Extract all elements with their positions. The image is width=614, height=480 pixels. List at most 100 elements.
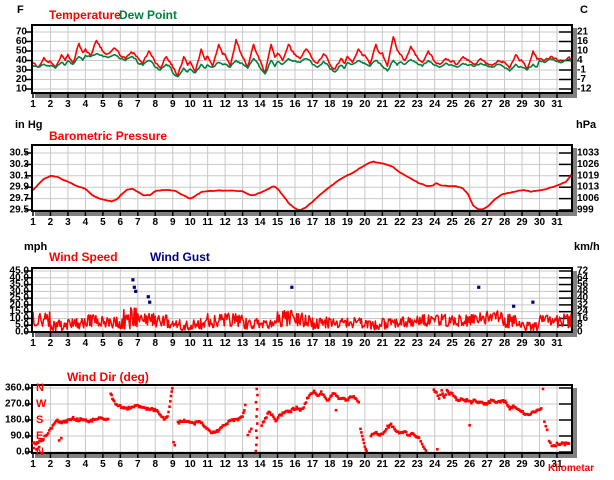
x-axis-tick-label: 17	[307, 338, 319, 349]
x-axis-tick-label: 13	[237, 99, 249, 110]
wind-dir-point	[112, 399, 116, 403]
wind-dir-point	[521, 410, 524, 413]
x-axis-tick-label: 28	[499, 459, 511, 470]
y-axis-tick-label: 70	[16, 27, 28, 38]
wind-dir-point	[389, 422, 393, 426]
wind-dir-point	[246, 433, 250, 437]
wind-dir-point	[163, 417, 167, 421]
pressure-title-label: Barometric Pressure	[49, 129, 168, 143]
wind-dir-point	[84, 418, 88, 421]
wind-dir-point	[553, 444, 556, 447]
wind-dir-point	[503, 399, 507, 403]
wind-dir-point	[37, 445, 41, 449]
wind-dir-point	[298, 409, 302, 412]
wind-dir-point	[64, 419, 68, 422]
wind-dir-point	[507, 405, 510, 408]
x-axis-tick-label: 13	[237, 459, 249, 470]
wind-dir-point	[468, 424, 471, 427]
wind-dir-point	[357, 400, 361, 404]
wind-dir-point	[255, 422, 259, 425]
x-axis-tick-label: 17	[307, 459, 319, 470]
wind-gust-point	[290, 285, 294, 289]
x-axis-tick-label: 26	[464, 459, 476, 470]
x-axis-tick-label: 24	[429, 459, 441, 470]
wind-dir-point	[254, 449, 258, 453]
y-axis-right-tick-label: 16	[577, 313, 589, 324]
wind-dir-point	[441, 392, 444, 395]
x-axis-tick-label: 31	[551, 459, 563, 470]
x-axis-tick-label: 4	[83, 99, 89, 110]
wind-dir-point	[136, 404, 140, 407]
wind-dir-point	[280, 414, 283, 417]
x-axis-tick-label: 9	[170, 99, 176, 110]
wind-dir-point	[255, 415, 258, 418]
wind-dir-point	[35, 442, 38, 446]
wind-dir-point	[226, 422, 229, 425]
wind-dir-point	[50, 426, 53, 430]
wind-dir-point	[208, 429, 212, 433]
wind-dir-point	[218, 428, 221, 432]
wind-dir-point	[274, 419, 278, 423]
wind-dir-point	[57, 439, 61, 442]
x-axis-tick-label: 15	[272, 338, 284, 349]
y-axis-right-tick-label: 1013	[577, 182, 600, 193]
x-axis-tick-label: 20	[359, 459, 371, 470]
y-axis-right-tick-label: 0	[577, 327, 583, 338]
barometric-pressure-chart: 30.530.330.129.929.729.51033102610191013…	[10, 144, 600, 228]
wind-dir-point	[422, 445, 425, 448]
wind-dir-point	[560, 441, 564, 444]
x-axis-tick-label: 18	[324, 217, 336, 228]
x-axis-tick-label: 27	[482, 338, 494, 349]
x-axis-tick-label: 16	[289, 99, 301, 110]
wind-dir-point	[543, 420, 546, 424]
wind-dir-point	[266, 412, 269, 415]
wind-dir-point	[487, 400, 491, 403]
wind-dir-point	[385, 427, 388, 431]
y-axis-tick-label: 29.5	[10, 205, 30, 216]
wind-dir-point	[168, 400, 172, 403]
x-axis-tick-label: 31	[551, 338, 563, 349]
x-axis-tick-label: 21	[377, 338, 389, 349]
wind-dir-point	[393, 427, 396, 431]
x-axis-tick-label: 10	[185, 217, 197, 228]
y-axis-right-tick-label: -12	[577, 84, 592, 95]
temperature-unit-left-label: F	[17, 4, 24, 16]
wind-dir-point	[255, 408, 259, 411]
wind-dir-point	[436, 394, 440, 397]
wind-gust-point	[146, 295, 150, 299]
wind-dir-point	[360, 434, 364, 438]
wind-dir-point	[567, 442, 571, 445]
wind-dir-point	[560, 442, 563, 446]
wind-dir-point	[276, 416, 280, 419]
x-axis-tick-label: 13	[237, 338, 249, 349]
y-axis-right-tick-label: 1006	[577, 193, 600, 204]
wind-dir-point	[71, 415, 75, 419]
x-axis-tick-label: 4	[83, 459, 89, 470]
y-axis-right-tick-label: 16	[577, 36, 589, 47]
wind-dir-point	[167, 410, 170, 414]
x-axis-tick-label: 21	[377, 459, 389, 470]
wind-dir-point	[360, 431, 363, 434]
x-axis-tick-label: 3	[65, 459, 71, 470]
x-axis-tick-label: 21	[377, 217, 389, 228]
y-axis-right-tick-label: -7	[577, 74, 586, 85]
x-axis-tick-label: 27	[482, 459, 494, 470]
wind-dir-point	[70, 417, 74, 421]
wind-dir-point	[549, 441, 552, 445]
wind-dir-point	[506, 403, 509, 407]
wind-dir-point	[65, 420, 69, 424]
x-axis-tick-label: 12	[220, 217, 232, 228]
x-axis-tick-label: 18	[324, 99, 336, 110]
x-axis-tick-label: 28	[499, 217, 511, 228]
wind-dir-point	[468, 399, 472, 403]
y-axis-right-tick-label: 1019	[577, 170, 600, 181]
wind-dir-point	[304, 401, 308, 404]
plot-background	[31, 24, 573, 94]
y-axis-tick-label: 30	[16, 65, 28, 76]
wind-dir-point	[333, 392, 337, 396]
x-axis-tick-label: 15	[272, 217, 284, 228]
x-axis-tick-label: 14	[254, 338, 266, 349]
wind-dir-point	[486, 401, 489, 405]
wind-dir-point	[562, 441, 565, 445]
data-line	[33, 160, 571, 210]
